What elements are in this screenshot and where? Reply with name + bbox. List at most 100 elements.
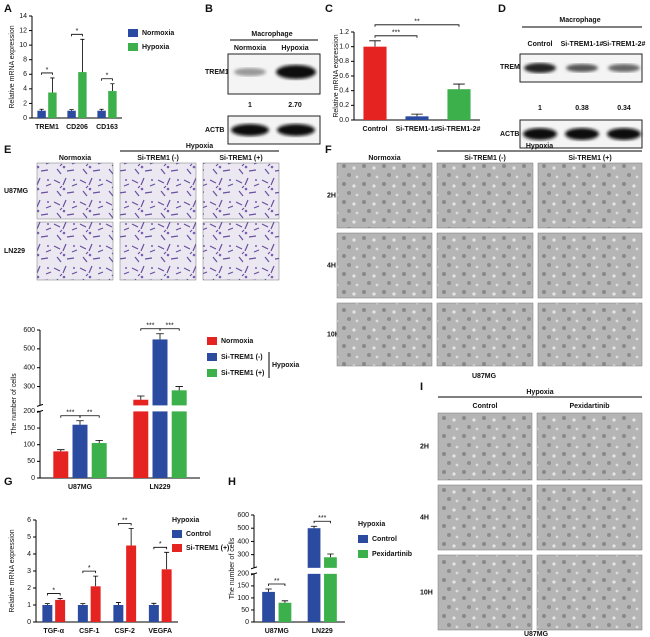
column-label: Normoxia bbox=[59, 155, 91, 162]
error-bar bbox=[175, 386, 183, 391]
significance-label: * bbox=[76, 28, 79, 35]
y-tick-label: 1.2 bbox=[339, 29, 349, 36]
error-bar bbox=[128, 528, 134, 546]
error-bar bbox=[80, 603, 86, 605]
row-label: U87MG bbox=[4, 188, 29, 195]
y-axis-label: Relative mRNA expression bbox=[333, 34, 340, 117]
legend-swatch bbox=[207, 337, 217, 345]
y-tick-label: 14 bbox=[19, 13, 27, 20]
significance-bracket bbox=[41, 72, 53, 75]
error-bar bbox=[137, 395, 145, 400]
x-tick-label: TREM1 bbox=[35, 124, 59, 131]
significance-bracket bbox=[159, 328, 180, 331]
y-tick-label: 50 bbox=[241, 607, 249, 614]
significance-label: ** bbox=[414, 19, 420, 26]
x-tick-label: CSF-1 bbox=[79, 628, 99, 635]
legend-title: Hypoxia bbox=[272, 362, 299, 369]
y-tick-label: 500 bbox=[237, 525, 249, 532]
y-tick-label: 12 bbox=[19, 27, 27, 34]
quantification: 2.70 bbox=[288, 102, 302, 109]
bar bbox=[90, 586, 101, 622]
panel-label: F bbox=[325, 144, 332, 156]
y-tick-label: 0 bbox=[245, 619, 249, 626]
legend-title: Hypoxia bbox=[172, 517, 199, 524]
band bbox=[608, 64, 640, 72]
y-tick-label: 1.0 bbox=[339, 44, 349, 51]
significance-bracket bbox=[117, 523, 132, 526]
lane-label: Si-TREM1-1# bbox=[561, 41, 604, 48]
micrograph bbox=[437, 484, 533, 551]
error-bar bbox=[151, 602, 157, 605]
y-tick-label: 0 bbox=[23, 115, 27, 122]
significance-label: * bbox=[159, 541, 162, 548]
bar bbox=[48, 92, 57, 118]
quantification: 1 bbox=[538, 105, 542, 112]
band bbox=[524, 63, 556, 73]
bar bbox=[113, 605, 124, 622]
error-bar bbox=[453, 83, 465, 90]
x-tick-label: Control bbox=[363, 126, 388, 133]
x-tick-label: CD163 bbox=[96, 124, 118, 131]
lane-label: Hypoxia bbox=[281, 45, 308, 52]
y-tick-label: 300 bbox=[23, 383, 35, 390]
x-tick-label: Si-TREM1-2# bbox=[438, 126, 481, 133]
legend-label: Control bbox=[186, 531, 211, 538]
error-bar bbox=[265, 588, 272, 592]
significance-bracket bbox=[82, 570, 97, 574]
lane-label: Si-TREM1-2# bbox=[603, 41, 646, 48]
y-tick-label: 600 bbox=[23, 327, 35, 334]
blot-header: Macrophage bbox=[251, 31, 292, 38]
significance-label: *** bbox=[166, 323, 174, 330]
y-tick-label: 5 bbox=[27, 534, 31, 541]
legend-label: Si-TREM1 (-) bbox=[221, 354, 263, 361]
column-label: Si-TREM1 (+) bbox=[219, 155, 262, 162]
micrograph bbox=[537, 302, 643, 367]
row-label: ACTB bbox=[205, 127, 224, 134]
bar bbox=[278, 602, 292, 622]
bar bbox=[37, 110, 46, 118]
bar bbox=[161, 569, 172, 622]
x-tick-label: U87MG bbox=[265, 628, 290, 635]
lane-label: Control bbox=[528, 41, 553, 48]
y-tick-label: 150 bbox=[237, 583, 249, 590]
error-bar bbox=[57, 598, 63, 600]
bar bbox=[72, 424, 88, 478]
x-tick-label: CD206 bbox=[66, 124, 88, 131]
y-axis-label: The number of cells bbox=[229, 537, 236, 599]
y-tick-label: 0 bbox=[27, 619, 31, 626]
error-bar bbox=[69, 109, 74, 111]
legend-title: Hypoxia bbox=[358, 521, 385, 528]
error-bar bbox=[310, 525, 318, 529]
y-tick-label: 4 bbox=[27, 551, 31, 558]
row-label: 2H bbox=[420, 443, 429, 450]
y-tick-label: 10 bbox=[19, 42, 27, 49]
y-tick-label: 2 bbox=[23, 100, 27, 107]
significance-label: * bbox=[52, 587, 55, 594]
panel-label: G bbox=[4, 476, 13, 488]
y-tick-label: 0 bbox=[31, 475, 35, 482]
significance-label: * bbox=[88, 565, 91, 572]
y-tick-label: 100 bbox=[237, 595, 249, 602]
micrograph bbox=[202, 221, 280, 281]
y-tick-label: 0.6 bbox=[339, 73, 349, 80]
bar bbox=[324, 557, 337, 622]
panel-label: E bbox=[4, 144, 11, 156]
significance-label: * bbox=[46, 67, 49, 74]
significance-bracket bbox=[71, 33, 83, 37]
x-tick-label: VEGFA bbox=[148, 628, 172, 635]
micrograph bbox=[536, 484, 643, 551]
micrograph bbox=[436, 232, 534, 299]
legend-swatch bbox=[128, 43, 138, 51]
micrograph bbox=[437, 554, 533, 631]
row-label: TREM1 bbox=[205, 69, 229, 76]
micrograph bbox=[437, 412, 533, 481]
y-tick-label: 4 bbox=[23, 86, 27, 93]
y-tick-label: 50 bbox=[27, 458, 35, 465]
x-tick-label: LN229 bbox=[312, 628, 333, 635]
column-group-header: Hypoxia bbox=[186, 143, 213, 150]
y-tick-label: 2 bbox=[27, 585, 31, 592]
error-bar bbox=[39, 108, 44, 111]
significance-label: *** bbox=[146, 323, 154, 330]
bar bbox=[307, 528, 321, 622]
